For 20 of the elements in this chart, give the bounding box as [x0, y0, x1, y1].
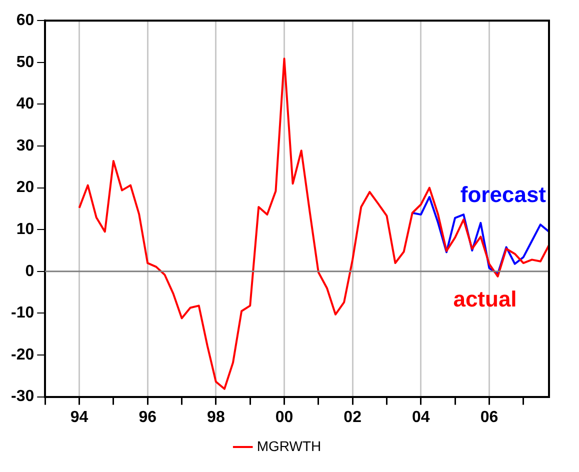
y-tick-label: 10 — [16, 221, 34, 238]
legend-label: MGRWTH — [256, 438, 322, 454]
x-tick-label: 98 — [207, 408, 225, 426]
x-tick-label: 96 — [138, 408, 157, 426]
x-tick-label: 02 — [344, 408, 362, 426]
y-tick-label: 20 — [16, 179, 34, 196]
y-tick-label: 50 — [16, 54, 34, 71]
series-label: forecast — [460, 182, 547, 208]
y-tick-label: 0 — [25, 262, 34, 280]
x-tick-label: 00 — [275, 408, 294, 426]
x-tick-label: 04 — [412, 408, 430, 426]
y-tick-label: 40 — [16, 96, 34, 113]
y-tick-label: -20 — [11, 346, 34, 364]
y-tick-label: -30 — [11, 388, 34, 406]
annotation: actual — [453, 286, 517, 312]
x-tick-label: 06 — [480, 408, 498, 426]
y-tick-label: 60 — [16, 12, 34, 30]
y-tick-label: -10 — [11, 304, 34, 322]
x-tick-label: 94 — [70, 408, 88, 426]
y-tick-label: 30 — [16, 137, 34, 154]
